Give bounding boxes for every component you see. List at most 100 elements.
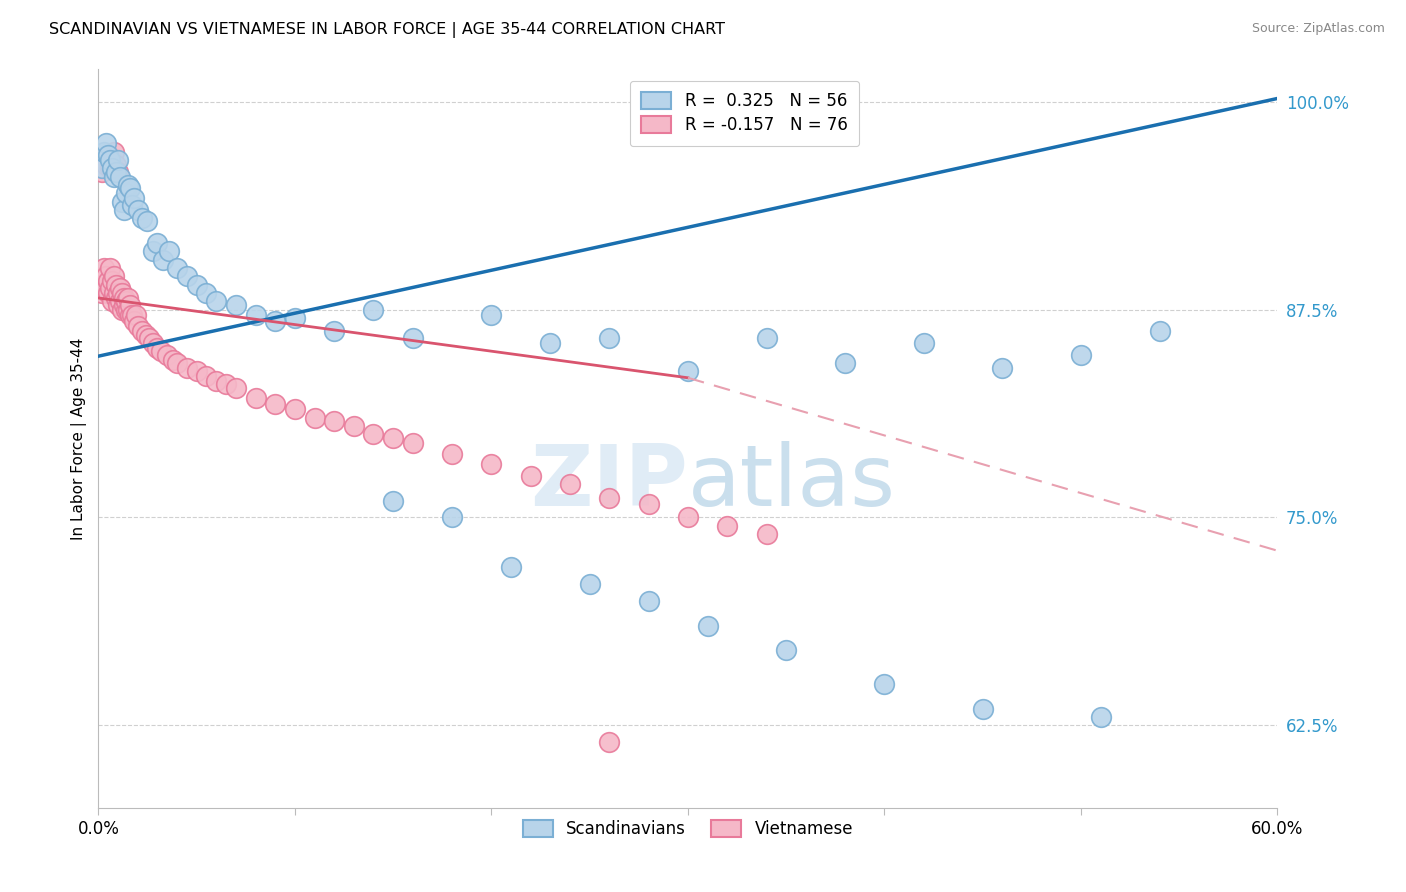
Point	[676, 510, 699, 524]
Point	[103, 269, 125, 284]
Point	[103, 169, 125, 184]
Point	[323, 414, 346, 428]
Point	[108, 169, 131, 184]
Point	[105, 164, 128, 178]
Point	[441, 447, 464, 461]
Point	[225, 298, 247, 312]
Point	[96, 136, 118, 151]
Point	[775, 643, 797, 657]
Point	[142, 244, 165, 259]
Point	[127, 202, 149, 217]
Point	[146, 236, 169, 251]
Point	[558, 477, 581, 491]
Point	[131, 324, 153, 338]
Point	[105, 277, 128, 292]
Point	[162, 352, 184, 367]
Point	[98, 281, 121, 295]
Point	[363, 302, 385, 317]
Point	[93, 145, 115, 159]
Point	[152, 252, 174, 267]
Point	[118, 298, 141, 312]
Point	[93, 261, 115, 276]
Point	[122, 191, 145, 205]
Point	[323, 324, 346, 338]
Point	[142, 335, 165, 350]
Point	[284, 402, 307, 417]
Point	[755, 331, 778, 345]
Point	[834, 356, 856, 370]
Point	[578, 577, 600, 591]
Point	[166, 356, 188, 370]
Point	[121, 198, 143, 212]
Point	[146, 341, 169, 355]
Point	[186, 364, 208, 378]
Legend: Scandinavians, Vietnamese: Scandinavians, Vietnamese	[516, 813, 859, 845]
Point	[97, 148, 120, 162]
Point	[91, 161, 114, 176]
Point	[91, 164, 114, 178]
Point	[402, 435, 425, 450]
Point	[138, 331, 160, 345]
Point	[402, 331, 425, 345]
Point	[131, 211, 153, 226]
Point	[157, 244, 180, 259]
Point	[382, 431, 405, 445]
Point	[176, 269, 198, 284]
Point	[195, 369, 218, 384]
Point	[284, 310, 307, 325]
Point	[205, 374, 228, 388]
Point	[519, 469, 541, 483]
Text: Source: ZipAtlas.com: Source: ZipAtlas.com	[1251, 22, 1385, 36]
Point	[176, 360, 198, 375]
Point	[96, 281, 118, 295]
Point	[101, 294, 124, 309]
Point	[118, 308, 141, 322]
Point	[696, 618, 718, 632]
Point	[108, 281, 131, 295]
Point	[111, 194, 134, 209]
Point	[538, 335, 561, 350]
Point	[264, 397, 287, 411]
Point	[101, 161, 124, 176]
Point	[105, 158, 128, 172]
Point	[676, 364, 699, 378]
Point	[91, 285, 114, 300]
Point	[479, 457, 502, 471]
Point	[1149, 324, 1171, 338]
Point	[215, 377, 238, 392]
Point	[98, 161, 121, 176]
Point	[441, 510, 464, 524]
Point	[97, 285, 120, 300]
Point	[96, 269, 118, 284]
Point	[479, 308, 502, 322]
Point	[117, 291, 139, 305]
Point	[112, 202, 135, 217]
Point	[912, 335, 935, 350]
Point	[112, 291, 135, 305]
Text: SCANDINAVIAN VS VIETNAMESE IN LABOR FORCE | AGE 35-44 CORRELATION CHART: SCANDINAVIAN VS VIETNAMESE IN LABOR FORC…	[49, 22, 725, 38]
Point	[205, 294, 228, 309]
Point	[637, 593, 659, 607]
Point	[991, 360, 1014, 375]
Point	[97, 274, 120, 288]
Point	[111, 285, 134, 300]
Point	[245, 308, 267, 322]
Point	[150, 344, 173, 359]
Point	[103, 285, 125, 300]
Point	[156, 347, 179, 361]
Point	[1090, 710, 1112, 724]
Point	[195, 285, 218, 300]
Point	[304, 410, 326, 425]
Point	[107, 164, 129, 178]
Point	[125, 308, 148, 322]
Point	[1070, 347, 1092, 361]
Y-axis label: In Labor Force | Age 35-44: In Labor Force | Age 35-44	[72, 337, 87, 540]
Point	[972, 701, 994, 715]
Point	[105, 291, 128, 305]
Point	[186, 277, 208, 292]
Point	[115, 186, 138, 201]
Point	[499, 560, 522, 574]
Point	[716, 518, 738, 533]
Point	[117, 178, 139, 192]
Point	[103, 145, 125, 159]
